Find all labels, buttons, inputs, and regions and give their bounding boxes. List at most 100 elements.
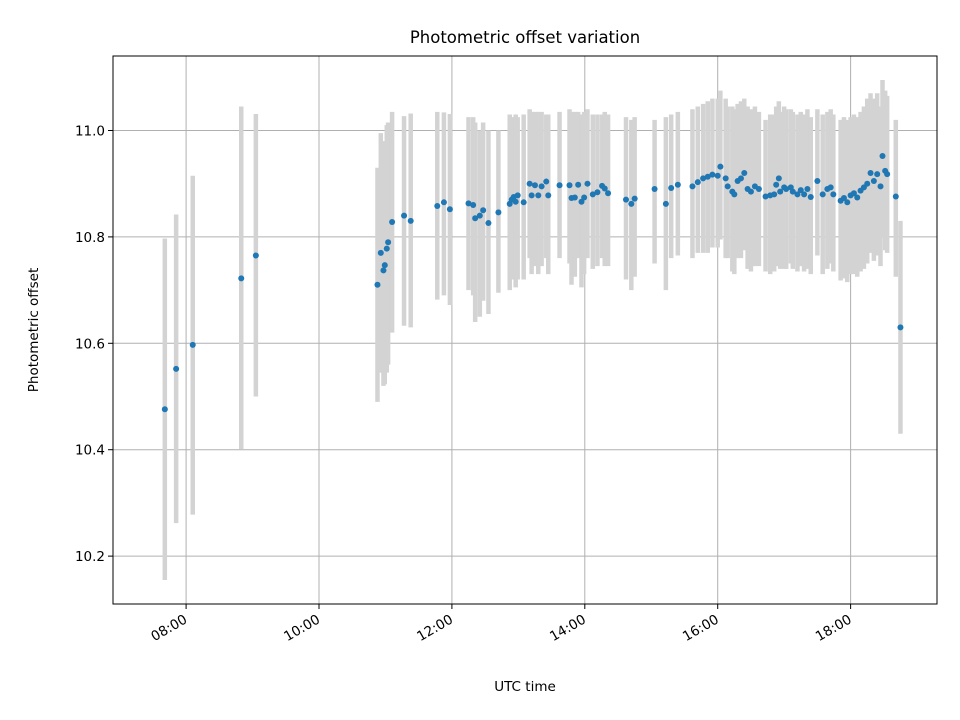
data-point [864, 180, 871, 187]
data-point [526, 180, 533, 187]
data-point [472, 215, 479, 222]
data-point [801, 191, 808, 198]
data-point [874, 171, 881, 178]
data-point [581, 194, 588, 201]
data-point [584, 180, 591, 187]
data-point [651, 186, 658, 193]
data-point [495, 209, 502, 216]
data-point [804, 186, 811, 193]
y-tick-label: 10.8 [75, 230, 105, 246]
data-point [589, 191, 596, 198]
data-point [771, 191, 778, 198]
data-point [884, 171, 891, 178]
data-point [631, 195, 638, 202]
x-axis-label: UTC time [494, 679, 556, 695]
data-point [830, 191, 837, 198]
data-point [389, 218, 396, 225]
data-point [840, 195, 847, 202]
data-point [892, 193, 899, 200]
data-point [380, 267, 387, 274]
data-point [783, 186, 790, 193]
data-point [662, 200, 669, 207]
data-point [668, 184, 675, 191]
data-point [520, 199, 527, 206]
data-point [514, 192, 521, 199]
data-point [870, 178, 877, 185]
data-point [762, 193, 769, 200]
data-point [374, 281, 381, 288]
data-point [480, 207, 487, 214]
data-point [877, 183, 884, 190]
y-tick-label: 10.2 [75, 549, 105, 565]
data-point [161, 406, 168, 413]
data-point [674, 181, 681, 188]
data-point [575, 181, 582, 188]
data-point [252, 252, 259, 259]
data-point [571, 194, 578, 201]
data-point [794, 191, 801, 198]
data-point [434, 203, 441, 210]
data-point [528, 192, 535, 199]
data-point [238, 275, 245, 282]
data-point [377, 249, 384, 256]
y-tick-label: 11.0 [75, 123, 105, 139]
data-point [623, 196, 630, 203]
data-point [440, 199, 447, 206]
data-point [545, 192, 552, 199]
data-point [531, 182, 538, 189]
data-point [773, 181, 780, 188]
data-point [383, 245, 390, 252]
data-point [741, 170, 748, 177]
chart-title: Photometric offset variation [410, 28, 640, 47]
data-point [556, 182, 563, 189]
data-point [724, 183, 731, 190]
data-point [807, 193, 814, 200]
data-point [709, 171, 716, 178]
data-point [722, 175, 729, 182]
data-point [566, 182, 573, 189]
data-point [755, 186, 762, 193]
data-point [700, 175, 707, 182]
data-point [689, 183, 696, 190]
data-point [704, 173, 711, 180]
data-point [485, 220, 492, 227]
data-point [777, 188, 784, 195]
data-point [407, 217, 414, 224]
data-point [717, 163, 724, 170]
data-point [535, 192, 542, 199]
data-point [543, 178, 550, 185]
data-point [465, 200, 472, 207]
data-point [512, 198, 519, 205]
data-point [594, 189, 601, 196]
data-point [714, 172, 721, 179]
data-point [844, 199, 851, 206]
data-point [827, 184, 834, 191]
data-point [173, 365, 180, 372]
data-point [189, 341, 196, 348]
y-tick-label: 10.4 [75, 443, 105, 459]
data-point [476, 212, 483, 219]
data-point [385, 239, 392, 246]
data-point [850, 190, 857, 197]
data-point [731, 191, 738, 198]
data-point [775, 175, 782, 182]
data-points [161, 153, 904, 413]
data-point [628, 200, 635, 207]
data-point [867, 170, 874, 177]
data-point [446, 206, 453, 213]
data-point [401, 212, 408, 219]
plot-frame [112, 55, 938, 605]
data-point [854, 194, 861, 201]
data-point [737, 175, 744, 182]
data-point [538, 183, 545, 190]
data-point [897, 324, 904, 331]
y-tick-label: 10.6 [75, 336, 105, 352]
data-point [879, 153, 886, 160]
data-point [789, 188, 796, 195]
data-point [819, 191, 826, 198]
data-point [605, 190, 612, 197]
data-point [470, 201, 477, 208]
data-point [747, 188, 754, 195]
